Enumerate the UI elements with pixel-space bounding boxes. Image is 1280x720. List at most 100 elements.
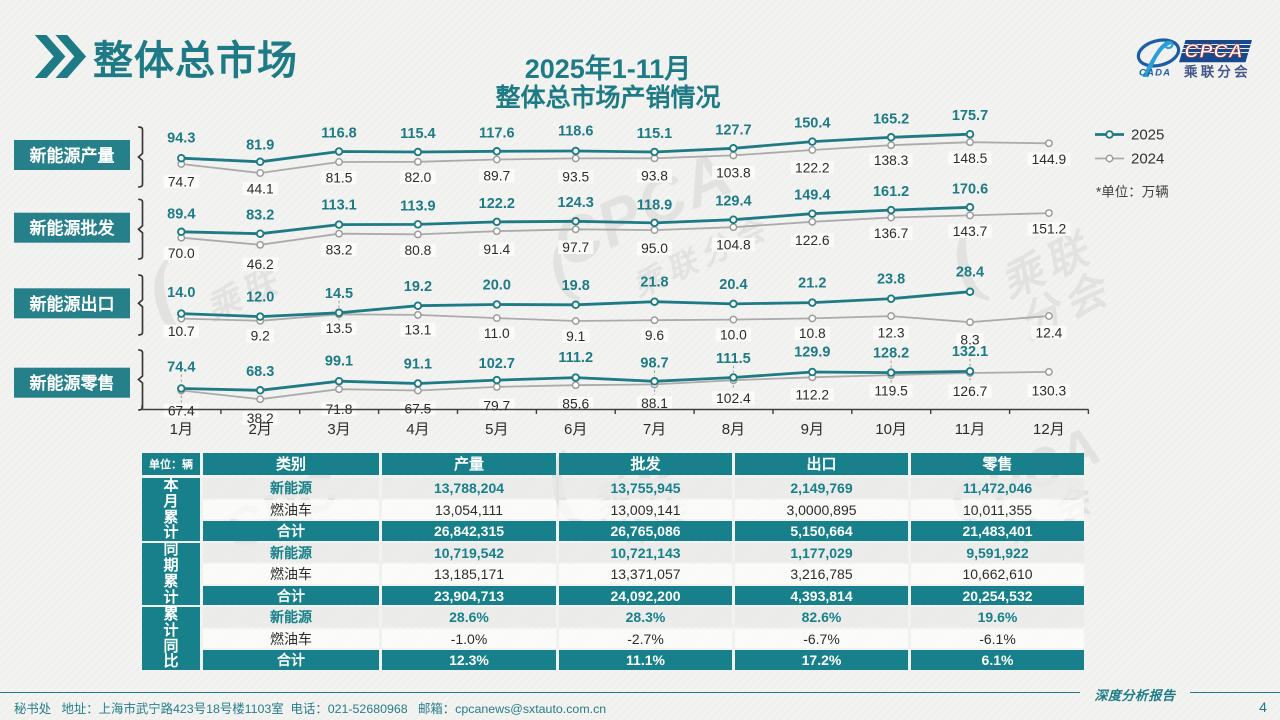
svg-text:165.2: 165.2 (873, 111, 909, 127)
svg-text:1月: 1月 (170, 421, 193, 438)
svg-text:94.3: 94.3 (167, 131, 195, 147)
svg-text:10月: 10月 (875, 421, 907, 438)
svg-text:115.4: 115.4 (400, 126, 436, 142)
svg-text:9.1: 9.1 (566, 329, 585, 344)
svg-text:91.1: 91.1 (404, 357, 432, 373)
svg-text:95.0: 95.0 (641, 241, 668, 256)
svg-text:88.1: 88.1 (641, 396, 668, 411)
svg-text:113.1: 113.1 (321, 198, 357, 214)
svg-text:2025: 2025 (1131, 127, 1164, 144)
svg-text:11月: 11月 (955, 421, 986, 438)
svg-text:136.7: 136.7 (874, 226, 909, 241)
svg-text:103.8: 103.8 (716, 166, 751, 181)
svg-text:170.6: 170.6 (952, 181, 988, 197)
svg-text:*单位：万辆: *单位：万辆 (1096, 185, 1169, 200)
svg-text:126.7: 126.7 (953, 384, 988, 399)
svg-text:118.9: 118.9 (637, 198, 673, 214)
svg-text:9月: 9月 (801, 421, 824, 438)
svg-text:117.6: 117.6 (479, 125, 515, 141)
svg-text:46.2: 46.2 (247, 257, 274, 272)
svg-text:28.4: 28.4 (956, 265, 984, 281)
svg-text:9.6: 9.6 (645, 328, 665, 343)
svg-text:11.0: 11.0 (484, 326, 510, 341)
svg-text:79.7: 79.7 (483, 398, 510, 413)
svg-text:161.2: 161.2 (873, 184, 909, 200)
svg-text:9.2: 9.2 (251, 329, 270, 344)
svg-text:3月: 3月 (327, 421, 350, 438)
svg-text:20.0: 20.0 (483, 278, 511, 294)
svg-text:10.8: 10.8 (799, 326, 826, 341)
svg-text:13.1: 13.1 (404, 323, 431, 338)
svg-text:91.4: 91.4 (483, 242, 510, 257)
svg-text:149.4: 149.4 (794, 188, 830, 204)
svg-text:14.0: 14.0 (167, 285, 195, 301)
svg-text:新能源产量: 新能源产量 (30, 146, 115, 166)
svg-text:175.7: 175.7 (952, 108, 988, 124)
svg-text:89.4: 89.4 (167, 206, 195, 222)
svg-text:20.4: 20.4 (719, 277, 747, 293)
svg-text:102.4: 102.4 (716, 391, 751, 406)
svg-text:93.8: 93.8 (641, 169, 668, 184)
svg-text:138.3: 138.3 (874, 153, 909, 168)
svg-text:104.8: 104.8 (716, 238, 751, 253)
svg-text:113.9: 113.9 (400, 198, 436, 214)
svg-text:112.2: 112.2 (796, 388, 830, 403)
svg-text:98.7: 98.7 (640, 356, 668, 372)
svg-text:116.8: 116.8 (321, 125, 357, 141)
svg-text:新能源出口: 新能源出口 (30, 294, 115, 314)
svg-text:CPCA: CPCA (1184, 41, 1243, 63)
svg-text:19.2: 19.2 (404, 279, 432, 295)
svg-text:143.7: 143.7 (953, 224, 988, 239)
svg-text:8月: 8月 (722, 421, 745, 438)
svg-text:4月: 4月 (406, 421, 429, 438)
svg-text:44.1: 44.1 (247, 181, 274, 196)
svg-text:129.4: 129.4 (715, 194, 751, 210)
svg-text:151.2: 151.2 (1032, 222, 1067, 237)
svg-text:124.3: 124.3 (558, 195, 594, 211)
svg-text:93.5: 93.5 (562, 169, 589, 184)
svg-text:115.1: 115.1 (637, 126, 673, 142)
svg-text:83.2: 83.2 (246, 208, 274, 224)
svg-text:119.5: 119.5 (874, 384, 908, 399)
svg-text:122.2: 122.2 (795, 160, 830, 175)
svg-text:8.3: 8.3 (960, 332, 980, 347)
svg-text:67.4: 67.4 (168, 403, 195, 418)
svg-text:10.7: 10.7 (168, 324, 195, 339)
svg-text:85.6: 85.6 (562, 397, 589, 412)
svg-text:144.9: 144.9 (1032, 152, 1067, 167)
svg-text:102.7: 102.7 (479, 356, 515, 372)
svg-text:2月: 2月 (249, 421, 272, 438)
svg-text:80.8: 80.8 (404, 243, 431, 258)
svg-text:6月: 6月 (564, 421, 587, 438)
svg-text:7月: 7月 (643, 421, 666, 438)
svg-text:127.7: 127.7 (715, 122, 751, 138)
svg-text:83.2: 83.2 (326, 243, 353, 258)
svg-text:新能源批发: 新能源批发 (30, 218, 116, 238)
svg-text:132.1: 132.1 (952, 344, 988, 360)
svg-text:128.2: 128.2 (873, 346, 909, 362)
svg-text:148.5: 148.5 (953, 151, 988, 166)
svg-text:21.2: 21.2 (798, 276, 826, 292)
svg-text:81.5: 81.5 (326, 171, 353, 186)
svg-text:23.8: 23.8 (877, 272, 905, 288)
svg-text:新能源零售: 新能源零售 (30, 373, 115, 393)
svg-text:12.3: 12.3 (878, 326, 905, 341)
svg-text:122.6: 122.6 (795, 233, 830, 248)
svg-text:13.5: 13.5 (326, 321, 353, 336)
svg-text:12.0: 12.0 (246, 290, 274, 306)
svg-text:38.2: 38.2 (247, 411, 274, 426)
svg-text:乘联分会: 乘联分会 (1183, 64, 1251, 80)
svg-text:2024: 2024 (1131, 151, 1164, 168)
svg-text:81.9: 81.9 (246, 137, 274, 153)
svg-text:10.0: 10.0 (720, 327, 747, 342)
svg-text:CADA: CADA (1139, 68, 1171, 79)
svg-text:129.9: 129.9 (794, 345, 830, 361)
svg-text:82.0: 82.0 (404, 170, 431, 185)
svg-text:99.1: 99.1 (325, 353, 353, 369)
svg-text:130.3: 130.3 (1032, 383, 1067, 398)
svg-text:12.4: 12.4 (1035, 325, 1062, 340)
svg-text:150.4: 150.4 (794, 116, 830, 132)
svg-text:21.8: 21.8 (640, 275, 668, 291)
svg-text:74.7: 74.7 (168, 174, 195, 189)
svg-text:111.2: 111.2 (558, 350, 593, 366)
